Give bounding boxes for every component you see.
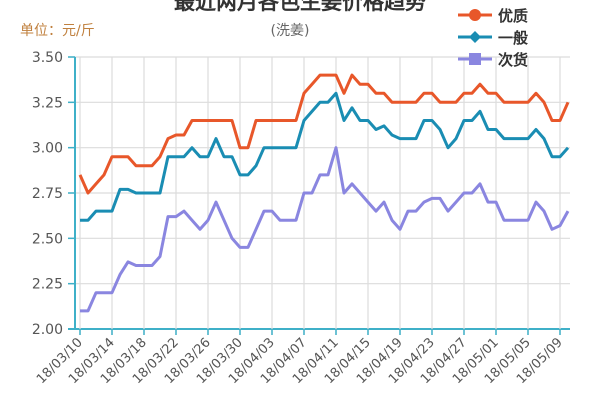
y-tick-label: 2.50 — [32, 231, 63, 247]
legend-label: 一般 — [498, 28, 529, 47]
y-tick-label: 3.25 — [32, 95, 63, 111]
legend-item-inferior[interactable]: 次货 — [458, 48, 528, 70]
series-line-1 — [78, 73, 570, 195]
legend: 优质 一般 次货 — [458, 4, 528, 70]
unit-label: 单位：元/斤 — [20, 23, 95, 39]
chart-title: 最近两月各色生姜价格趋势 — [174, 0, 426, 14]
square-marker-icon — [458, 53, 492, 65]
legend-label: 次货 — [498, 50, 529, 69]
y-tick-label: 3.00 — [32, 141, 63, 157]
chart-subtitle: (洗姜) — [270, 23, 310, 39]
diamond-marker-icon — [458, 31, 492, 43]
legend-item-premium[interactable]: 优质 — [458, 4, 528, 26]
series-line-3 — [80, 146, 570, 313]
legend-item-regular[interactable]: 一般 — [458, 26, 528, 48]
y-tick-label: 3.50 — [32, 50, 63, 66]
circle-marker-icon — [458, 9, 492, 21]
y-tick-label: 2.75 — [32, 186, 63, 202]
y-tick-label: 2.25 — [32, 277, 63, 293]
series-line-2 — [80, 91, 570, 222]
y-tick-label: 2.00 — [32, 322, 63, 338]
legend-label: 优质 — [498, 6, 529, 25]
